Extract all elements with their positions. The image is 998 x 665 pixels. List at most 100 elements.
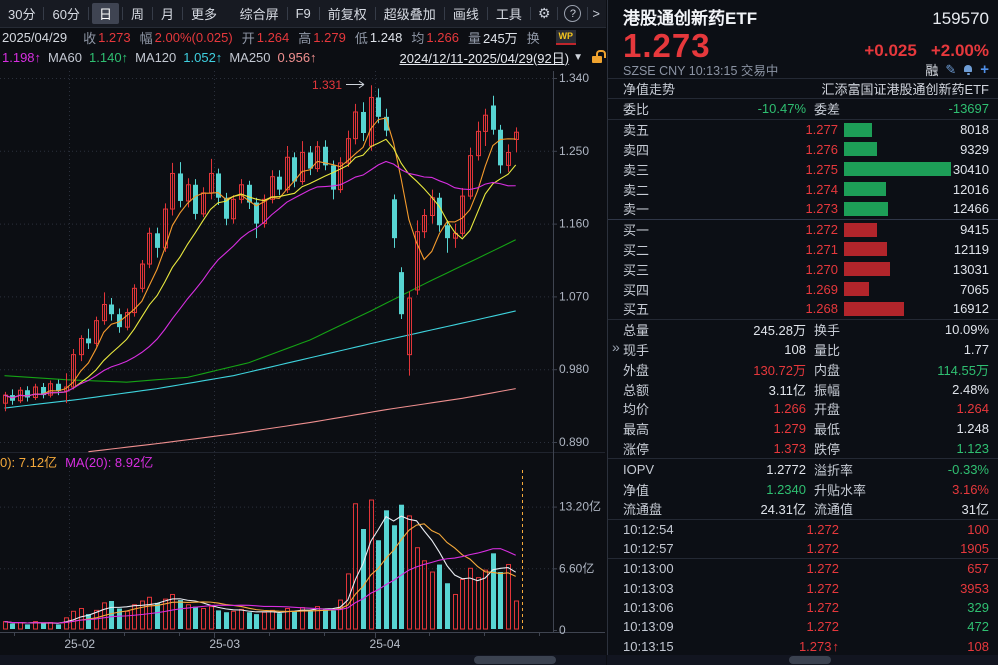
toolbar-tool-画线[interactable]: 画线	[452, 7, 479, 22]
wp-overlay-icon[interactable]: WP	[555, 29, 576, 45]
toolbar-tool-前复权[interactable]: 前复权	[327, 7, 367, 22]
stat-label: 总额	[623, 382, 650, 398]
margin-flag: 融	[925, 63, 939, 78]
collapse-panel-icon[interactable]: »	[612, 339, 620, 355]
kline-chart[interactable]	[0, 67, 605, 652]
quote-field-value: 1.266	[426, 29, 459, 45]
bid-row-5[interactable]: 买五 1.268 16912	[608, 299, 998, 319]
tick-price: 1.272	[806, 600, 839, 616]
toolbar-tool-超级叠加[interactable]: 超级叠加	[383, 7, 436, 22]
date-range[interactable]: 2024/12/11-2025/04/29(92日)	[399, 50, 570, 66]
stat-label: 流通值	[814, 502, 854, 518]
ask-row-4[interactable]: 卖四 1.276 9329	[608, 140, 998, 160]
separator	[557, 7, 559, 20]
ma-legend-item: MA250	[229, 49, 271, 65]
toolbar-tool-综合屏[interactable]: 综合屏	[239, 7, 279, 22]
stat-value: 1.266	[773, 401, 806, 417]
stat-label: 量比	[814, 342, 841, 358]
nav-row[interactable]: 净值走势 汇添富国证港股通创新药ETF	[608, 79, 998, 98]
toolbar-period-周[interactable]: 周	[130, 7, 144, 22]
order-volume-bar	[844, 242, 887, 257]
tick-row[interactable]: 10:12:54 1.272 100	[608, 520, 998, 539]
add-watchlist-icon[interactable]: +	[980, 60, 989, 78]
toolbar-period-月[interactable]: 月	[160, 7, 174, 22]
separator	[443, 7, 445, 20]
order-volume: 12016	[952, 181, 989, 197]
stats-row: 涨停 1.373 跌停 1.123	[608, 439, 998, 459]
panel-scrollbar-thumb[interactable]	[789, 656, 831, 664]
bid-row-1[interactable]: 买一 1.272 9415	[608, 220, 998, 240]
tick-time: 10:13:03	[623, 580, 674, 596]
volume-ma-label: MA(20): 8.92亿	[65, 455, 154, 470]
quote-field-label: 均	[411, 30, 425, 46]
toolbar-period-日[interactable]: 日	[91, 3, 119, 24]
quote-field-value: 2.00%(0.025)	[154, 29, 233, 45]
stat-value: 245.28万	[753, 323, 806, 339]
tick-row[interactable]: 10:12:57 1.272 1905	[608, 539, 998, 558]
stat-value: 1.2772	[766, 461, 806, 477]
quote-bar: 2025/04/29 收 1.273 幅 2.00%(0.025) 开 1.264 高 1.27…	[2, 27, 606, 47]
separator	[121, 7, 123, 20]
volume-ma-legend: 0): 7.12亿 MA(20): 8.92亿	[0, 452, 154, 470]
price-change-pct: +2.00%	[930, 41, 989, 60]
date-range-control: 2024/12/11-2025/04/29(92日) ▼	[399, 48, 606, 67]
tick-time: 10:13:00	[623, 561, 674, 577]
chevron-right-icon[interactable]: >	[592, 6, 600, 21]
panel-scrollbar[interactable]	[607, 655, 998, 665]
stat-value: 108	[784, 341, 806, 357]
toolbar-tool-F9[interactable]: F9	[295, 6, 311, 21]
order-volume-bar-zone	[844, 262, 951, 277]
tick-row[interactable]: 10:13:03 1.272 3953	[608, 579, 998, 598]
quote-field-value: 1.279	[313, 29, 346, 45]
tick-volume: 3953	[960, 580, 989, 596]
quote-field-label: 幅	[139, 30, 153, 46]
order-level-label: 卖一	[623, 202, 650, 218]
bid-row-3[interactable]: 买三 1.270 13031	[608, 259, 998, 279]
quote-date: 2025/04/29	[2, 29, 68, 45]
gear-icon[interactable]: ⚙	[537, 5, 551, 21]
order-volume-bar-zone	[844, 162, 951, 177]
lock-icon[interactable]	[591, 50, 606, 64]
toolbar-tool-工具[interactable]: 工具	[495, 7, 522, 22]
ask-row-3[interactable]: 卖三 1.275 30410	[608, 159, 998, 179]
order-level-label: 卖五	[623, 123, 650, 139]
stat-value: 3.16%	[952, 481, 989, 497]
bid-row-2[interactable]: 买二 1.271 12119	[608, 240, 998, 260]
ask-row-5[interactable]: 卖五 1.277 8018	[608, 120, 998, 140]
toolbar-period-更多[interactable]: 更多	[190, 7, 217, 22]
tick-time: 10:13:06	[623, 600, 674, 616]
edit-icon[interactable]: ✎	[945, 61, 957, 77]
tick-row[interactable]: 10:13:00 1.272 657	[608, 559, 998, 578]
chart-scrollbar[interactable]	[0, 655, 606, 665]
order-volume-bar	[844, 301, 904, 316]
ma-legend-item: 0.956↑	[277, 49, 317, 65]
alert-bell-icon[interactable]	[963, 64, 973, 75]
tick-row[interactable]: 10:13:06 1.272 329	[608, 598, 998, 617]
toolbar-period-60分[interactable]: 60分	[52, 7, 80, 22]
chart-scrollbar-thumb[interactable]	[474, 656, 556, 664]
toolbar-period-30分[interactable]: 30分	[8, 7, 36, 22]
stat-label: 涨停	[623, 441, 650, 457]
stat-value: 114.55万	[937, 362, 989, 378]
stat-label: 内盘	[814, 362, 841, 378]
chevron-down-icon[interactable]: ▼	[573, 51, 583, 63]
order-price: 1.275	[805, 161, 838, 177]
toolbar-tools-group: 综合屏 F9 前复权 超级叠加 画线 工具 ⚙? >	[232, 0, 606, 27]
stat-label: IOPV	[623, 461, 655, 477]
stat-value: 1.279	[773, 421, 806, 437]
weibi-row: 委比 -10.47% 委差 -13697	[608, 99, 998, 119]
quote-field-label: 收	[83, 30, 97, 46]
help-icon[interactable]: ?	[564, 5, 582, 22]
order-volume-bar-zone	[844, 222, 951, 237]
stat-label: 换手	[814, 323, 841, 339]
tick-row[interactable]: 10:13:15 1.273↑ 108	[608, 637, 998, 656]
stat-label: 升贴水率	[814, 482, 867, 498]
stat-label: 振幅	[814, 382, 841, 398]
ask-row-2[interactable]: 卖二 1.274 12016	[608, 179, 998, 199]
order-volume: 9415	[960, 222, 989, 238]
ask-row-1[interactable]: 卖一 1.273 12466	[608, 199, 998, 219]
tick-row[interactable]: 10:13:09 1.272 472	[608, 617, 998, 636]
tick-price: 1.272	[806, 521, 839, 537]
bid-row-4[interactable]: 买四 1.269 7065	[608, 279, 998, 299]
tick-price: 1.272	[806, 580, 839, 596]
